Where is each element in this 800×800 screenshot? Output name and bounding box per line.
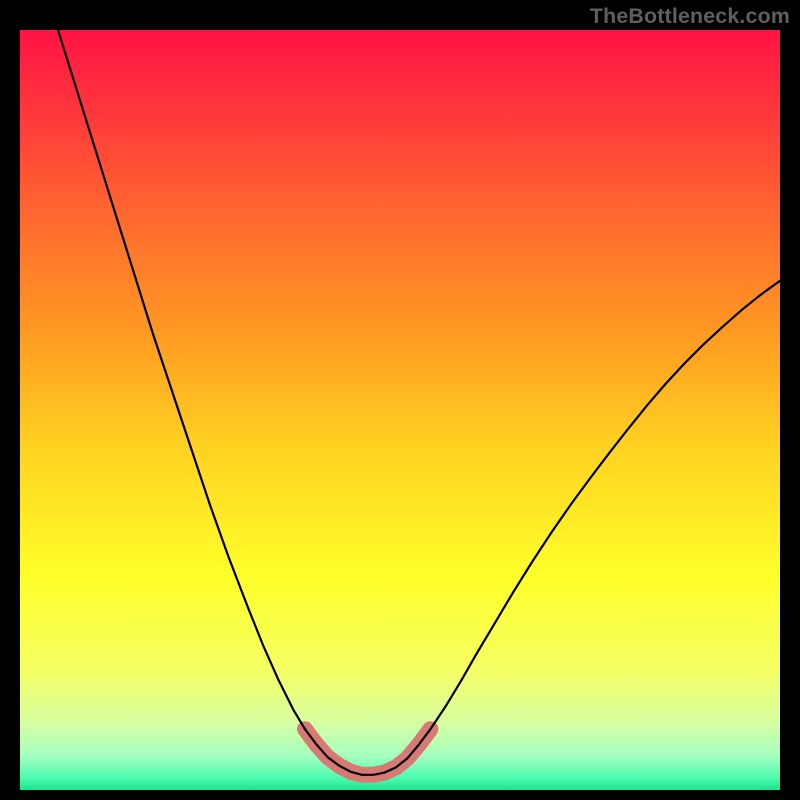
plot-area: [20, 30, 780, 790]
bottleneck-curve: [58, 30, 780, 775]
chart-container: TheBottleneck.com: [0, 0, 800, 800]
curve-layer: [20, 30, 780, 790]
watermark-text: TheBottleneck.com: [590, 4, 790, 29]
